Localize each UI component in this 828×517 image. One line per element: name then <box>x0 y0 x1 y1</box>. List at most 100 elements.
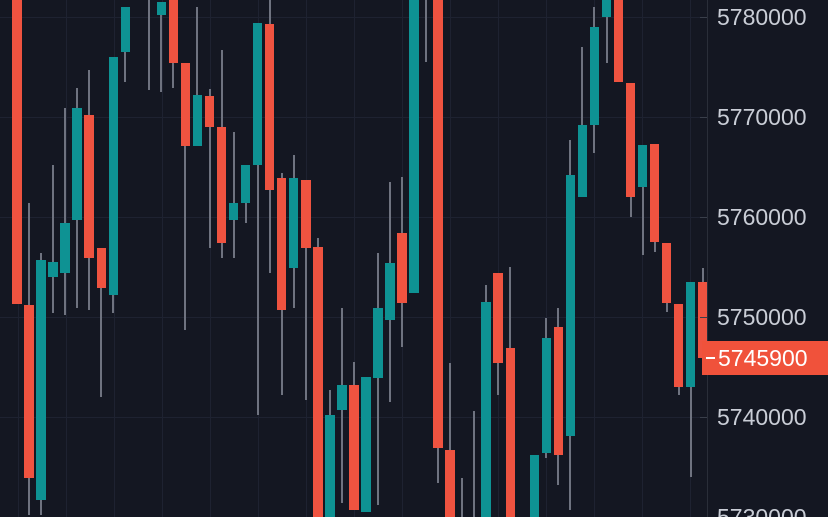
candle-body <box>36 260 46 500</box>
candle-wick <box>425 0 427 62</box>
gridline-horizontal <box>0 217 707 218</box>
gridline-vertical <box>642 0 643 517</box>
candle-wick <box>641 145 644 255</box>
candle-body <box>96 248 106 288</box>
price-axis-label: 5740000 <box>717 404 807 430</box>
candle-body <box>397 233 407 303</box>
candle-body <box>673 304 684 387</box>
candle-body <box>156 2 167 15</box>
gridline-vertical <box>546 0 547 517</box>
current-price-tick-icon <box>706 357 715 359</box>
candle-body <box>698 282 708 358</box>
candle-body <box>445 450 455 517</box>
candle-wick <box>148 0 151 90</box>
candle-body <box>204 96 215 127</box>
candle-body <box>240 165 251 203</box>
candle-body <box>252 23 263 165</box>
candle-body <box>613 0 624 82</box>
candle-wick <box>196 7 199 146</box>
price-axis-tick <box>700 217 707 218</box>
candle-body <box>313 247 323 517</box>
candle-wick <box>605 0 608 63</box>
candle-body <box>337 385 347 410</box>
candle-body <box>361 377 371 512</box>
candle-body <box>661 243 672 303</box>
candle-body <box>481 302 491 517</box>
candle-body <box>228 203 239 220</box>
candle-body <box>168 0 179 63</box>
candle-wick <box>256 23 259 415</box>
candle-body <box>433 0 443 448</box>
candle-body <box>529 455 539 517</box>
candle-wick <box>376 253 379 505</box>
price-axis-label: 5750000 <box>717 304 807 330</box>
candle-body <box>577 125 588 197</box>
candle-body <box>216 127 227 243</box>
gridline-vertical <box>450 0 451 517</box>
candle-body <box>637 145 648 187</box>
price-axis-label: 5770000 <box>717 104 807 130</box>
candle-body <box>565 175 576 436</box>
gridline-vertical <box>498 0 499 517</box>
candle-body <box>409 0 419 293</box>
candle-wick <box>100 248 103 397</box>
price-axis-tick <box>700 317 707 318</box>
candle-wick <box>160 2 163 92</box>
candle-body <box>685 282 696 387</box>
candle-body <box>24 305 34 478</box>
gridline-vertical <box>594 0 595 517</box>
candle-body <box>276 178 287 310</box>
price-axis-tick <box>700 417 707 418</box>
candle-wick <box>64 108 67 315</box>
gridline-vertical <box>690 0 691 517</box>
candle-wick <box>304 180 307 400</box>
candle-body <box>373 308 383 378</box>
candle-body <box>192 95 203 146</box>
candle-body <box>601 0 612 17</box>
candle-body <box>541 338 552 453</box>
candle-body <box>264 24 275 190</box>
candle-body <box>120 7 130 52</box>
candle-body <box>505 348 515 517</box>
candle-body <box>385 263 395 320</box>
gridline-vertical <box>162 0 163 517</box>
candle-wick <box>473 411 476 517</box>
gridline-horizontal <box>0 317 707 318</box>
gridline-horizontal <box>0 17 707 18</box>
price-axis-tick <box>700 17 707 18</box>
candle-wick <box>449 363 452 517</box>
candle-wick <box>52 165 55 313</box>
candle-wick <box>232 132 235 258</box>
candle-wick <box>184 63 187 330</box>
price-axis-tick <box>700 117 707 118</box>
candle-body <box>48 262 58 277</box>
candle-body <box>553 327 564 455</box>
candle-body <box>493 273 503 363</box>
candle-wick <box>581 47 584 197</box>
current-price-value: 5745900 <box>718 344 808 371</box>
candle-body <box>12 0 22 304</box>
price-axis-line <box>707 0 708 517</box>
price-axis[interactable]: 5780000 5770000 5760000 5750000 5740000 57300… <box>700 0 828 517</box>
candle-body <box>649 144 660 242</box>
current-price-label: 5745900 <box>702 341 828 375</box>
candle-body <box>180 63 191 146</box>
candle-body <box>589 27 600 125</box>
candle-body <box>301 180 311 248</box>
price-axis-label: 5780000 <box>717 4 807 30</box>
candle-wick <box>208 89 211 248</box>
candle-body <box>72 108 82 220</box>
price-axis-label: 5760000 <box>717 204 807 230</box>
candle-body <box>108 57 118 295</box>
candle-body <box>349 385 359 510</box>
candle-body <box>625 83 636 197</box>
candle-body <box>60 223 70 273</box>
gridline-vertical <box>210 0 211 517</box>
candle-body <box>325 415 335 517</box>
price-axis-label: 5730000 <box>717 504 807 517</box>
candle-body <box>288 178 299 268</box>
candle-wick <box>461 478 464 517</box>
gridline-vertical <box>354 0 355 517</box>
